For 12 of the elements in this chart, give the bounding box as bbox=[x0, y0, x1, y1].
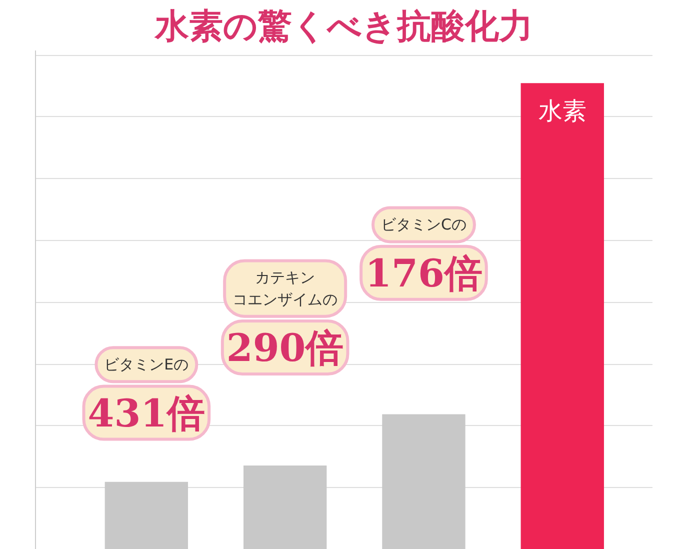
annotation: カテキンコエンザイムの bbox=[232, 268, 338, 308]
annotation: ビタミンCの bbox=[380, 216, 466, 234]
annotation: 290倍 bbox=[226, 324, 344, 370]
annotation: ビタミンEの bbox=[104, 356, 189, 374]
bar bbox=[382, 414, 466, 549]
bar bbox=[104, 482, 188, 549]
bar bbox=[520, 83, 604, 549]
chart-title: 水素の驚くべき抗酸化力 bbox=[154, 8, 533, 46]
bar bbox=[243, 466, 327, 549]
annotation: 水素 bbox=[538, 97, 586, 126]
annotation: 431倍 bbox=[88, 390, 206, 436]
annotation: 176倍 bbox=[365, 250, 482, 296]
